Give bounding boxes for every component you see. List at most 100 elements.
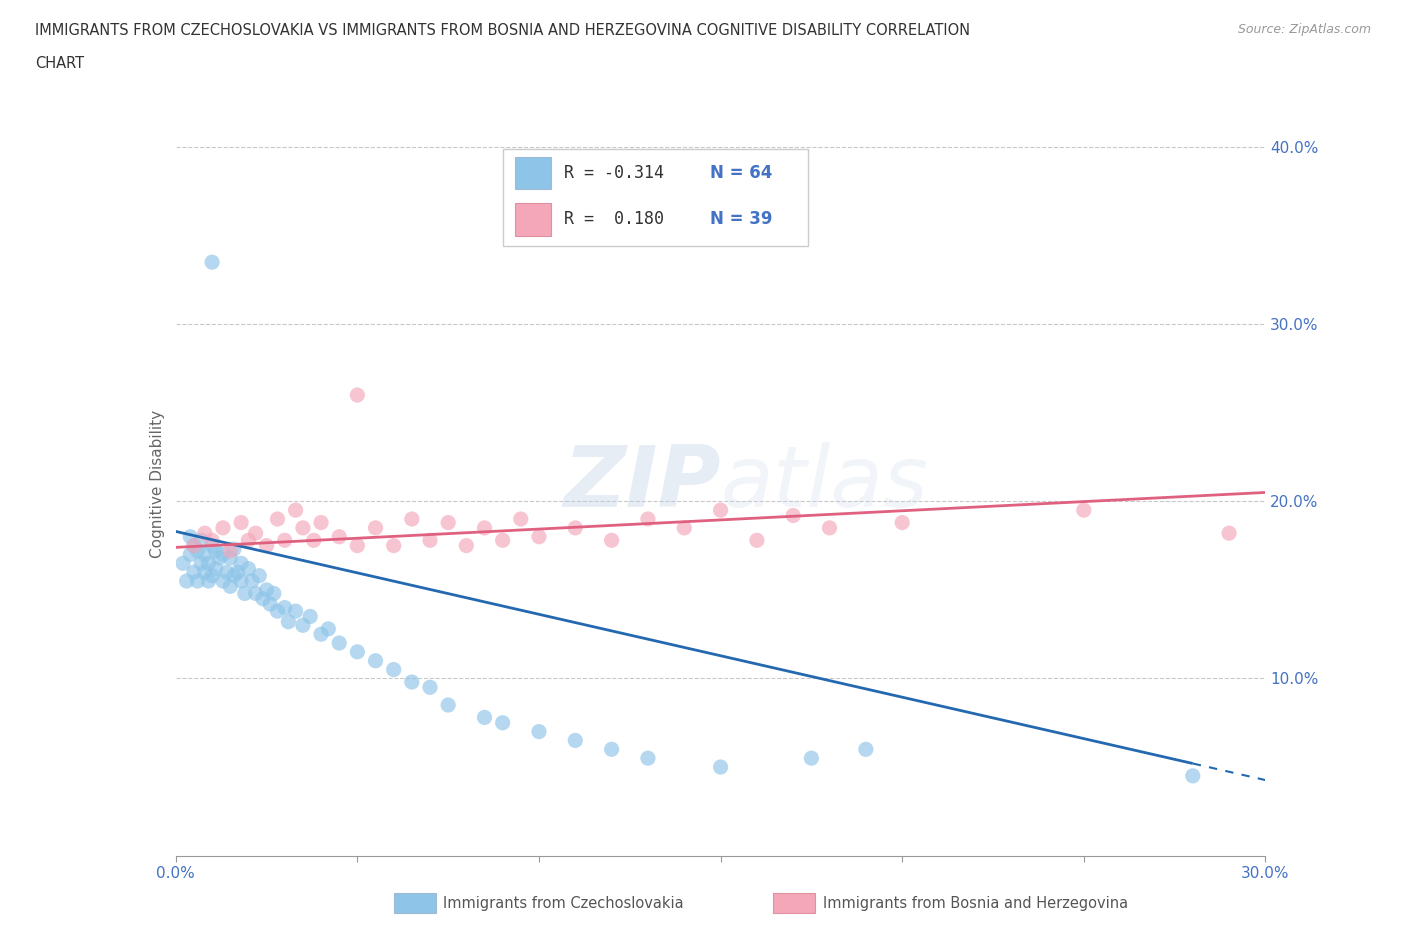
Point	[190, 556, 212, 571]
Point	[710, 760, 733, 775]
Point	[266, 604, 288, 618]
Point	[212, 547, 235, 562]
Point	[212, 574, 235, 589]
Point	[891, 515, 914, 530]
Point	[364, 653, 387, 668]
Point	[274, 600, 297, 615]
Point	[527, 529, 550, 544]
Point	[256, 582, 278, 597]
Point	[190, 533, 212, 548]
Point	[527, 724, 550, 739]
Point	[204, 543, 226, 558]
Point	[818, 521, 841, 536]
Point	[437, 515, 460, 530]
Point	[564, 521, 586, 536]
Point	[179, 529, 201, 544]
Point	[245, 525, 267, 540]
Point	[346, 644, 368, 659]
Point	[201, 533, 224, 548]
Point	[474, 521, 496, 536]
Point	[238, 533, 260, 548]
Point	[201, 255, 224, 270]
Point	[219, 578, 242, 593]
Point	[309, 627, 332, 642]
Point	[299, 609, 322, 624]
Point	[346, 388, 368, 403]
Point	[252, 591, 274, 606]
Point	[222, 568, 245, 583]
Point	[231, 556, 253, 571]
Text: Immigrants from Bosnia and Herzegovina: Immigrants from Bosnia and Herzegovina	[823, 896, 1128, 910]
Point	[673, 521, 696, 536]
Point	[194, 547, 217, 562]
Point	[284, 503, 307, 518]
Point	[277, 615, 299, 630]
Point	[231, 515, 253, 530]
Point	[208, 551, 231, 565]
Point	[401, 674, 423, 689]
Text: ZIP: ZIP	[562, 442, 721, 525]
Point	[219, 551, 242, 565]
Point	[600, 742, 623, 757]
Point	[201, 538, 224, 553]
Point	[745, 533, 768, 548]
Point	[401, 512, 423, 526]
Point	[456, 538, 478, 553]
Point	[231, 574, 253, 589]
Point	[328, 529, 350, 544]
Point	[474, 710, 496, 724]
Point	[800, 751, 823, 765]
Point	[318, 621, 340, 636]
Point	[194, 525, 217, 540]
Text: atlas: atlas	[721, 442, 928, 525]
Point	[492, 715, 515, 730]
Point	[284, 604, 307, 618]
Text: Immigrants from Czechoslovakia: Immigrants from Czechoslovakia	[443, 896, 683, 910]
Point	[492, 533, 515, 548]
Point	[215, 565, 238, 579]
Point	[710, 503, 733, 518]
Point	[1073, 503, 1095, 518]
Point	[183, 538, 205, 553]
Point	[1181, 768, 1204, 783]
Point	[226, 565, 249, 579]
Point	[233, 586, 256, 601]
Point	[328, 635, 350, 650]
Point	[256, 538, 278, 553]
Point	[176, 574, 198, 589]
Point	[266, 512, 288, 526]
Point	[309, 515, 332, 530]
Point	[564, 733, 586, 748]
Point	[204, 561, 226, 576]
Point	[197, 556, 219, 571]
Y-axis label: Cognitive Disability: Cognitive Disability	[149, 409, 165, 558]
Point	[509, 512, 531, 526]
Point	[263, 586, 285, 601]
Point	[364, 521, 387, 536]
Point	[245, 586, 267, 601]
Point	[782, 508, 804, 523]
Point	[437, 698, 460, 712]
Point	[183, 565, 205, 579]
Point	[346, 538, 368, 553]
Point	[197, 574, 219, 589]
Point	[186, 543, 209, 558]
Point	[222, 541, 245, 556]
Point	[419, 680, 441, 695]
Point	[637, 751, 659, 765]
Point	[637, 512, 659, 526]
Point	[212, 521, 235, 536]
Text: CHART: CHART	[35, 56, 84, 71]
Point	[1218, 525, 1240, 540]
Point	[291, 618, 314, 632]
Point	[259, 597, 281, 612]
Point	[219, 543, 242, 558]
Point	[186, 574, 209, 589]
Point	[419, 533, 441, 548]
Point	[855, 742, 877, 757]
Text: Source: ZipAtlas.com: Source: ZipAtlas.com	[1237, 23, 1371, 36]
Point	[172, 556, 194, 571]
Point	[382, 538, 405, 553]
Point	[600, 533, 623, 548]
Point	[382, 662, 405, 677]
